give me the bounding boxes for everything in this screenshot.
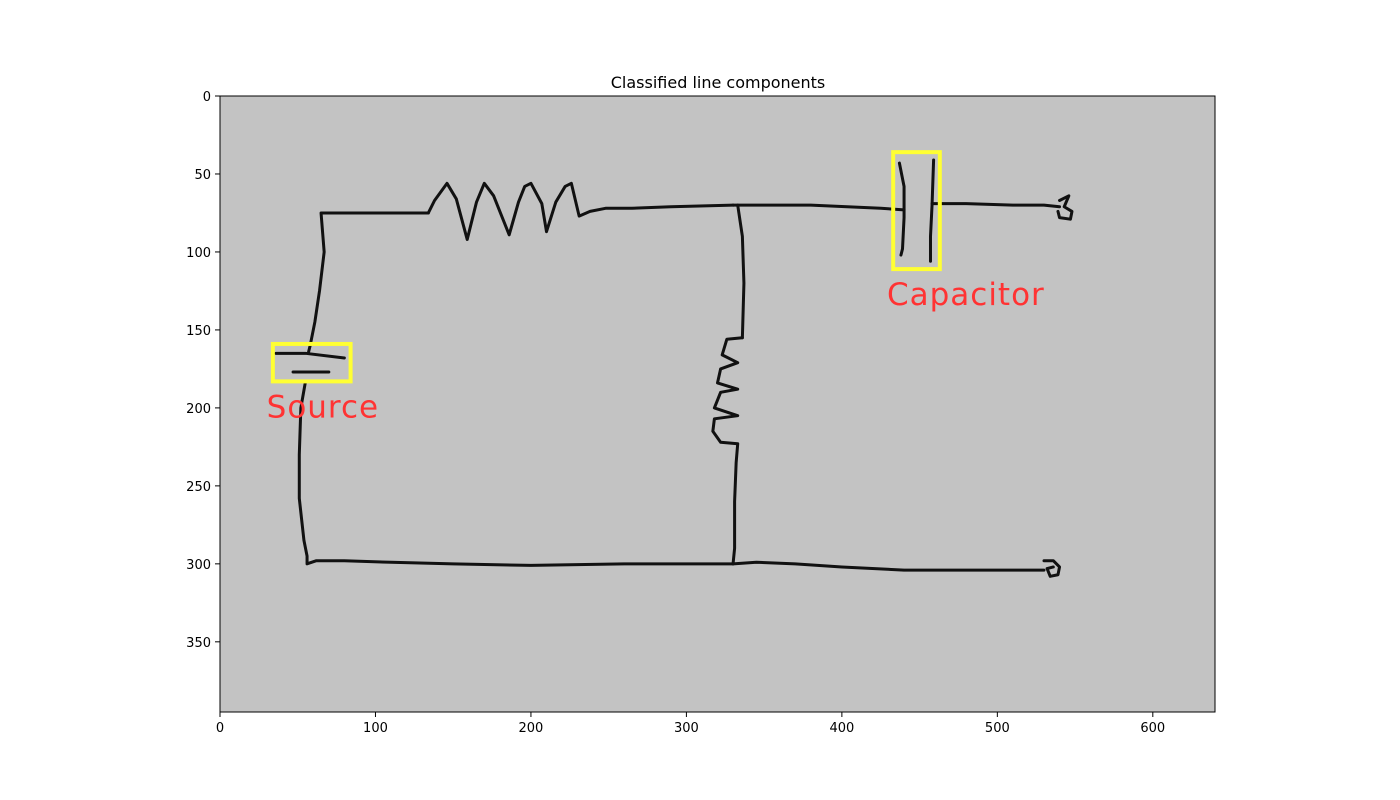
y-tick-label: 100 bbox=[186, 246, 211, 261]
x-tick-label: 300 bbox=[674, 721, 699, 736]
y-tick-label: 300 bbox=[186, 558, 211, 573]
y-tick-label: 50 bbox=[194, 168, 211, 183]
x-tick-label: 200 bbox=[519, 721, 544, 736]
plot-area: Source Capacitor bbox=[220, 96, 1215, 712]
y-tick-label: 200 bbox=[186, 402, 211, 417]
y-tick-label: 0 bbox=[203, 90, 211, 105]
y-tick-label: 250 bbox=[186, 480, 211, 495]
x-tick-label: 500 bbox=[985, 721, 1010, 736]
x-tick-label: 100 bbox=[363, 721, 388, 736]
source-detection-label: Source bbox=[267, 389, 379, 425]
x-axis: 0 100 200 300 400 500 600 bbox=[216, 712, 1165, 736]
y-tick-label: 150 bbox=[186, 324, 211, 339]
capacitor-detection-label: Capacitor bbox=[887, 277, 1045, 313]
plot-title: Classified line components bbox=[611, 73, 826, 92]
y-axis: 0 50 100 150 200 250 300 350 bbox=[186, 90, 220, 651]
x-tick-label: 600 bbox=[1140, 721, 1165, 736]
x-tick-label: 0 bbox=[216, 721, 224, 736]
x-tick-label: 400 bbox=[829, 721, 854, 736]
y-tick-label: 350 bbox=[186, 636, 211, 651]
